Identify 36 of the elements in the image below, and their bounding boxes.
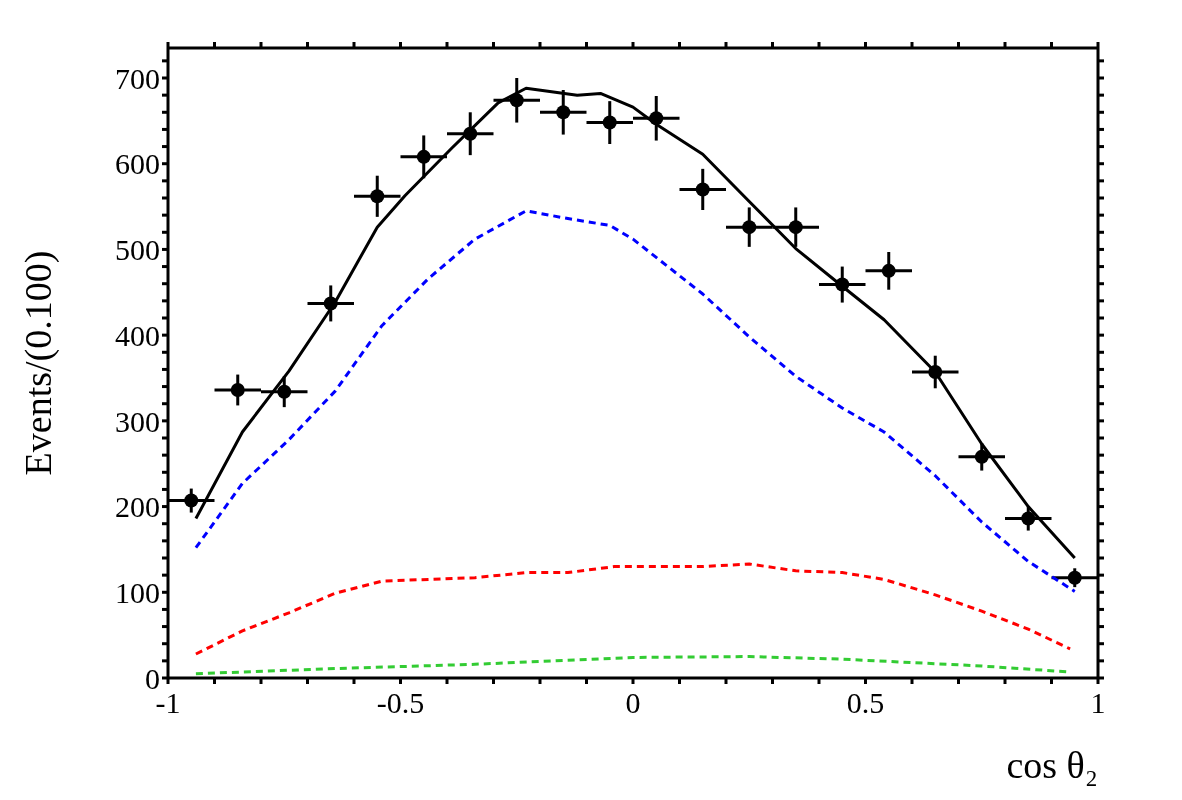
point (463, 126, 478, 141)
line-series (194, 209, 1077, 593)
point (881, 263, 896, 278)
point (416, 149, 431, 164)
point (928, 365, 943, 379)
x-tick-label: 1 (1090, 686, 1106, 720)
point (602, 115, 617, 130)
point (230, 383, 245, 397)
x-axis-title: cos θ₂ (1006, 744, 1098, 786)
point (742, 220, 757, 235)
y-tick-label: 0 (145, 661, 160, 695)
point (370, 189, 385, 204)
y-tick-label: 400 (115, 318, 160, 352)
point (788, 220, 803, 235)
point (277, 384, 292, 399)
point (835, 277, 850, 292)
y-tick-label: 600 (115, 147, 160, 181)
x-tick-label: 0 (625, 686, 641, 720)
y-tick-label: 700 (115, 61, 160, 95)
point (323, 296, 338, 311)
point (649, 111, 664, 126)
y-axis-title: Events/(0.100) (17, 250, 61, 476)
point (1021, 511, 1036, 526)
line-series (194, 562, 1072, 656)
x-tick-label: -0.5 (376, 686, 425, 720)
point (509, 93, 524, 108)
point (695, 182, 710, 197)
point (556, 105, 571, 120)
y-tick-label: 300 (115, 404, 160, 438)
y-tick-label: 500 (115, 233, 160, 267)
y-tick-label: 100 (115, 575, 160, 609)
point (1067, 570, 1082, 585)
y-tick-label: 200 (115, 490, 160, 524)
point (184, 493, 199, 508)
point (974, 449, 989, 464)
x-tick-label: 0.5 (846, 686, 885, 720)
